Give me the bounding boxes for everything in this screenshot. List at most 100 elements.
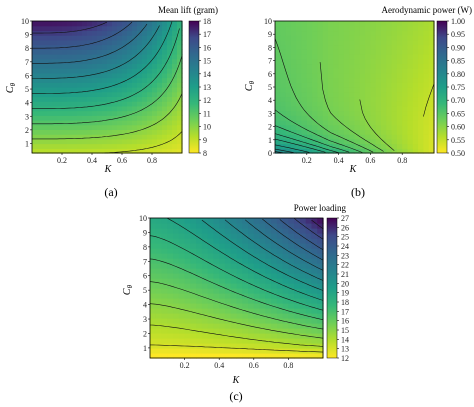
heatmap-cell [127, 91, 133, 98]
heatmap-cell [150, 278, 157, 284]
heatmap-cell [265, 343, 272, 349]
heatmap-cell [230, 348, 238, 354]
heatmap-cell [190, 218, 197, 224]
colorbar-tick-label: 21 [341, 270, 349, 279]
heatmap-cell [102, 25, 108, 32]
heatmap-cell [386, 105, 393, 112]
heatmap-cell [167, 273, 174, 279]
heatmap-cell [275, 30, 281, 36]
heatmap-cell [230, 328, 238, 334]
heatmap-cell [173, 288, 180, 294]
heatmap-cell [317, 129, 324, 135]
heatmap-cell [32, 77, 38, 83]
heatmap-cell [230, 293, 238, 299]
heatmap-cell [157, 35, 163, 41]
heatmap-cell [317, 96, 324, 102]
heatmap-cell [242, 283, 249, 289]
heatmap-cell [299, 323, 307, 329]
heatmap-cell [375, 21, 382, 27]
heatmap-cell [412, 148, 419, 154]
heatmap-cell [275, 35, 281, 41]
heatmap-cell [150, 338, 157, 344]
heatmap-cell [82, 35, 88, 41]
heatmap-cell [333, 105, 340, 112]
heatmap-cell [32, 35, 38, 41]
heatmap-cell [157, 129, 163, 135]
heatmap-cell [282, 308, 289, 314]
heatmap-cell [67, 58, 73, 65]
heatmap-cell [294, 243, 301, 249]
heatmap-cell [157, 96, 163, 102]
heatmap-cell [52, 82, 58, 88]
heatmap-cell [359, 148, 366, 154]
panel-c-heatmap [150, 218, 324, 359]
heatmap-cell [150, 333, 157, 339]
heatmap-cell [391, 82, 398, 88]
heatmap-cell [72, 72, 78, 79]
heatmap-cell [77, 124, 83, 131]
heatmap-cell [402, 138, 409, 145]
heatmap-cell [67, 54, 73, 60]
heatmap-cell [242, 273, 249, 279]
heatmap-cell [57, 115, 63, 121]
heatmap-cell [52, 124, 58, 131]
heatmap-cell [47, 58, 53, 65]
heatmap-cell [37, 138, 43, 145]
heatmap-cell [178, 283, 186, 289]
heatmap-cell [117, 110, 123, 116]
heatmap-cell [147, 105, 153, 112]
heatmap-cell [152, 143, 158, 149]
heatmap-cell [288, 263, 295, 269]
heatmap-cell [67, 35, 73, 41]
heatmap-cell [219, 263, 226, 269]
heatmap-cell [92, 105, 98, 112]
heatmap-cell [219, 233, 226, 239]
heatmap-cell [428, 58, 435, 65]
heatmap-cell [122, 44, 128, 50]
heatmap-cell [412, 101, 419, 107]
heatmap-cell [402, 77, 409, 83]
heatmap-cell [386, 68, 393, 74]
heatmap-cell [418, 72, 424, 79]
heatmap-cell [32, 148, 38, 154]
heatmap-cell [301, 143, 308, 149]
heatmap-cell [296, 35, 303, 41]
heatmap-cell [178, 328, 186, 334]
heatmap-cell [306, 49, 313, 55]
heatmap-cell [296, 115, 303, 121]
heatmap-cell [177, 63, 183, 69]
heatmap-cell [290, 148, 297, 154]
heatmap-cell [349, 44, 356, 50]
heatmap-cell [391, 124, 398, 131]
heatmap-cell [338, 44, 345, 50]
heatmap-cell [317, 263, 324, 269]
heatmap-cell [253, 253, 261, 259]
heatmap-cell [349, 39, 356, 46]
heatmap-cell [312, 63, 318, 69]
heatmap-cell [294, 253, 301, 259]
heatmap-cell [354, 96, 361, 102]
heatmap-cell [173, 303, 180, 309]
heatmap-cell [343, 134, 350, 140]
heatmap-cell [285, 44, 292, 50]
heatmap-cell [418, 82, 424, 88]
heatmap-cell [265, 318, 272, 324]
heatmap-cell [178, 218, 186, 224]
heatmap-cell [178, 333, 186, 339]
heatmap-cell [299, 228, 307, 234]
heatmap-cell [322, 82, 329, 88]
heatmap-cell [370, 101, 377, 107]
heatmap-cell [375, 115, 382, 121]
heatmap-cell [349, 21, 356, 27]
heatmap-cell [343, 72, 350, 79]
heatmap-cell [82, 91, 88, 98]
heatmap-cell [47, 138, 53, 145]
heatmap-cell [32, 129, 38, 135]
heatmap-cell [354, 68, 361, 74]
heatmap-cell [396, 58, 403, 65]
heatmap-cell [301, 110, 308, 116]
heatmap-cell [359, 21, 366, 27]
heatmap-cell [343, 63, 350, 69]
heatmap-cell [285, 35, 292, 41]
heatmap-cell [77, 72, 83, 79]
